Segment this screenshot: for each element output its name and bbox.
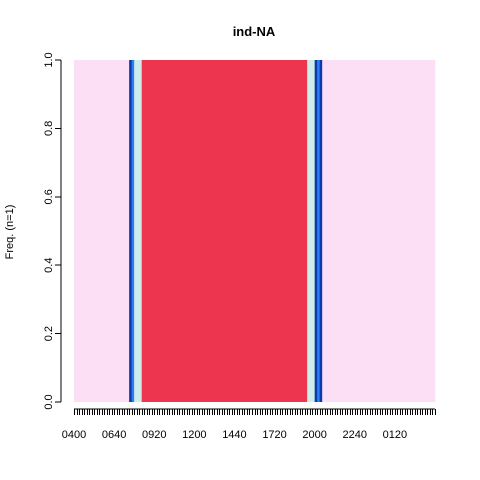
state-band-9 [322,60,436,402]
y-tick-label: 0.8 [43,121,55,136]
state-band-5 [307,60,315,402]
y-tick-label: 0.6 [43,189,55,204]
y-tick-label: 0.4 [43,258,55,273]
x-axis: 0400 0640 0920 1200 1440 1720 2000 2240 0120 [62,408,436,441]
state-band-0 [74,60,130,402]
x-tick-label: 1440 [222,429,246,441]
state-band-7 [317,60,320,402]
state-band-1 [129,60,132,402]
state-band-6 [314,60,318,402]
y-tick-label: 0.2 [43,326,55,341]
x-tick-label: 0640 [102,429,126,441]
chart-title: ind-NA [233,24,276,39]
state-band-8 [319,60,323,402]
y-axis: 0.0 0.2 0.4 0.6 0.8 1.0 [43,52,62,410]
state-band-2 [131,60,135,402]
y-tick-label: 0.0 [43,394,55,409]
x-tick-label: 0120 [383,429,407,441]
y-tick-label: 1.0 [43,52,55,67]
state-bands [74,60,436,402]
x-tick-label: 1200 [182,429,206,441]
x-tick-label: 0920 [142,429,166,441]
state-band-3 [134,60,142,402]
x-tick-label: 2000 [302,429,326,441]
x-tick-label: 2240 [343,429,367,441]
x-tick-label: 0400 [62,429,86,441]
y-axis-label: Freq. (n=1) [4,205,16,260]
state-band-4 [141,60,308,402]
x-tick-label: 1720 [262,429,286,441]
